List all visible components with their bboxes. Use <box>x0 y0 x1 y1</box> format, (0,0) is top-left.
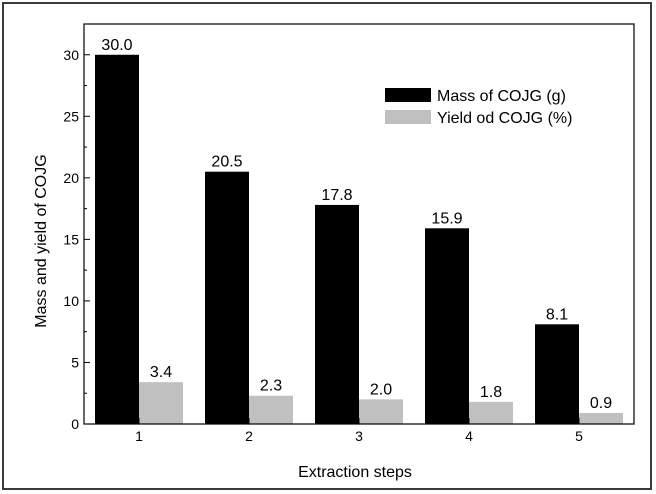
y-axis-label: Mass and yield of COJG <box>33 154 50 327</box>
legend-label-series2: Yield od COJG (%) <box>437 110 572 127</box>
bar-series1-cat1 <box>95 54 139 425</box>
y-tick-label-5: 5 <box>71 354 79 370</box>
axes-group: 0 5 10 15 20 25 30 1 2 3 4 5 <box>63 23 635 444</box>
y-tick-label-15: 15 <box>63 231 79 247</box>
chart-frame: 30.0 20.5 17.8 15.9 8.1 3.4 2.3 2.0 1.8 0.9 0 5 10 1… <box>2 2 652 490</box>
bar-series1-cat2 <box>205 171 249 424</box>
x-tick-label-2: 2 <box>245 428 253 444</box>
data-label-series2-cat2: 2.3 <box>260 378 282 395</box>
bar-series2-cat1 <box>139 382 183 424</box>
x-tick-label-1: 1 <box>135 428 143 444</box>
y-tick-label-25: 25 <box>63 108 79 124</box>
y-tick-label-10: 10 <box>63 293 79 309</box>
legend: Mass of COJG (g) Yield od COJG (%) <box>385 88 572 127</box>
bar-series2-cat5 <box>579 412 623 424</box>
data-label-series2-cat3: 2.0 <box>370 381 392 398</box>
bar-series1-cat4 <box>425 228 469 424</box>
legend-swatch-series2 <box>385 110 431 124</box>
data-label-series2-cat4: 1.8 <box>480 384 502 401</box>
data-label-series2-cat1: 3.4 <box>150 364 172 381</box>
legend-swatch-series1 <box>385 88 431 102</box>
bar-series2-cat4 <box>469 401 513 424</box>
data-label-series1-cat2: 20.5 <box>211 154 242 171</box>
data-label-series1-cat1: 30.0 <box>101 37 132 54</box>
legend-label-series1: Mass of COJG (g) <box>437 88 566 105</box>
data-label-series1-cat4: 15.9 <box>431 210 462 227</box>
bar-labels-group: 30.0 20.5 17.8 15.9 8.1 3.4 2.3 2.0 1.8 0.9 <box>101 37 612 412</box>
y-tick-label-0: 0 <box>71 416 79 432</box>
y-tick-label-20: 20 <box>63 170 79 186</box>
data-label-series2-cat5: 0.9 <box>590 395 612 412</box>
bar-series2-cat3 <box>359 399 403 424</box>
bars-group <box>95 54 623 425</box>
x-tick-label-5: 5 <box>575 428 583 444</box>
data-label-series1-cat5: 8.1 <box>546 306 568 323</box>
y-tick-label-30: 30 <box>63 47 79 63</box>
x-tick-label-3: 3 <box>355 428 363 444</box>
data-label-series1-cat3: 17.8 <box>321 187 352 204</box>
bar-series2-cat2 <box>249 395 293 424</box>
bar-series1-cat5 <box>535 324 579 424</box>
x-axis-label: Extraction steps <box>298 464 412 481</box>
bar-series1-cat3 <box>315 204 359 424</box>
x-tick-label-4: 4 <box>465 428 473 444</box>
bar-chart: 30.0 20.5 17.8 15.9 8.1 3.4 2.3 2.0 1.8 0.9 0 5 10 1… <box>33 23 635 481</box>
